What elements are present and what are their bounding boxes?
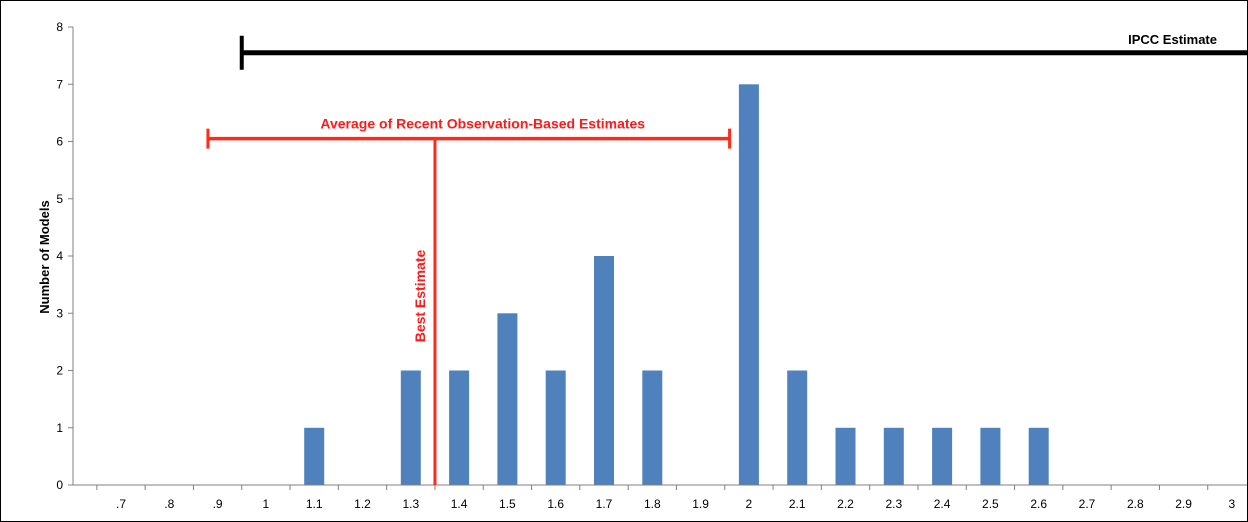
y-tick-label: 7: [56, 77, 63, 91]
bar-2.5: [980, 427, 1001, 486]
bar-2.6: [1028, 427, 1049, 486]
x-tick-label: .7: [116, 497, 126, 511]
y-tick-label: 1: [56, 421, 63, 435]
x-tick-label: 2.9: [1175, 497, 1192, 511]
bar-2: [738, 84, 759, 486]
y-tick-label: 2: [56, 364, 63, 378]
x-tick-label: 2.2: [837, 497, 854, 511]
best-estimate-label: Best Estimate: [412, 249, 428, 342]
bar-1.3: [400, 370, 421, 485]
bar-1.5: [497, 313, 518, 486]
y-axis-title: Number of Models: [37, 200, 52, 313]
bars-group: [304, 84, 1049, 486]
bar-1.1: [304, 427, 325, 486]
bar-1.8: [642, 370, 663, 485]
x-tick-label: .9: [213, 497, 223, 511]
bar-2.2: [835, 427, 856, 486]
x-tick-label: 1.8: [644, 497, 661, 511]
x-tick-label: 2.4: [934, 497, 951, 511]
y-tick-label: 5: [56, 192, 63, 206]
x-tick-label: .8: [164, 497, 174, 511]
x-tick-label: 1.5: [499, 497, 516, 511]
x-tick-label: 2.7: [1079, 497, 1096, 511]
bar-1.4: [449, 370, 470, 485]
x-tick-label: 2.3: [885, 497, 902, 511]
bar-2.3: [883, 427, 904, 486]
y-tick-label: 0: [56, 478, 63, 492]
x-tick-label: 1.7: [596, 497, 613, 511]
x-tick-label: 2.1: [789, 497, 806, 511]
x-tick-label: 1.9: [692, 497, 709, 511]
x-tick-label: 1.2: [354, 497, 371, 511]
y-tick-label: 3: [56, 306, 63, 320]
x-tick-label: 2.5: [982, 497, 999, 511]
observation-range-label: Average of Recent Observation-Based Esti…: [320, 116, 645, 132]
y-tick-label: 4: [56, 249, 63, 263]
x-tick-label: 2.8: [1127, 497, 1144, 511]
ipcc-range-label: IPCC Estimate: [1128, 32, 1217, 47]
x-tick-label: 1.6: [547, 497, 564, 511]
x-tick-label: 3: [1229, 497, 1236, 511]
x-tick-label: 2: [746, 497, 753, 511]
y-tick-label: 6: [56, 135, 63, 149]
x-tick-label: 1.3: [402, 497, 419, 511]
x-tick-label: 2.6: [1030, 497, 1047, 511]
x-tick-label: 1: [263, 497, 270, 511]
x-tick-label: 1.4: [451, 497, 468, 511]
bar-1.7: [594, 256, 614, 485]
y-tick-label: 8: [56, 20, 63, 34]
annotations-group: IPCC Estimate Average of Recent Observati…: [206, 32, 1247, 485]
bar-2.4: [932, 427, 953, 486]
bar-2.1: [787, 370, 808, 485]
bar-1.6: [545, 370, 566, 485]
x-tick-label: 1.1: [306, 497, 323, 511]
axes-group: 0 1 2 3 4 5 6 7 8 .7 .8 .9 1 1.1 1.2 1.3 1.4 1.5 1.6 1.7 1.8…: [56, 20, 1247, 511]
